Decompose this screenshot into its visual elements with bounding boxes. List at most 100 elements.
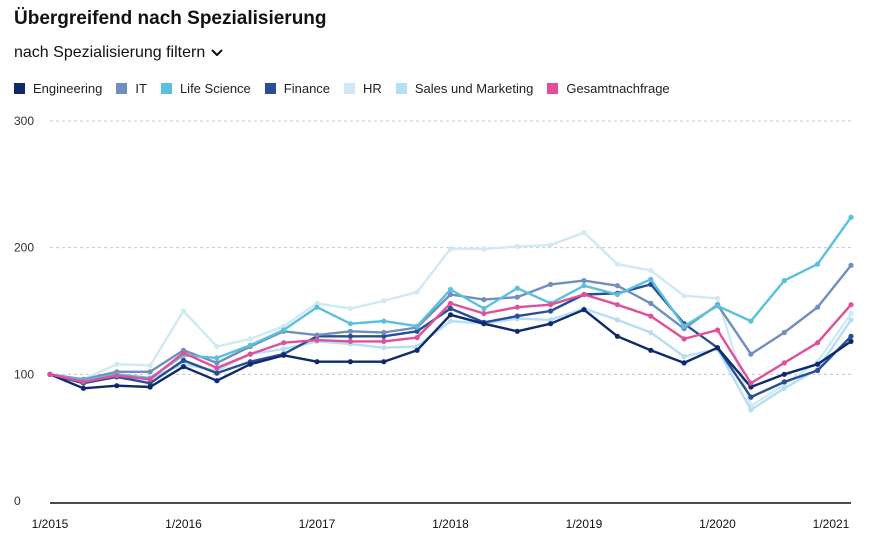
data-point[interactable] xyxy=(347,321,353,327)
specialization-filter-dropdown[interactable]: nach Spezialisierung filtern xyxy=(14,44,223,62)
data-point[interactable] xyxy=(414,335,420,341)
data-point[interactable] xyxy=(781,360,787,366)
data-point[interactable] xyxy=(781,278,787,284)
data-point[interactable] xyxy=(281,340,287,346)
data-point[interactable] xyxy=(648,329,654,336)
data-point[interactable] xyxy=(247,351,253,357)
data-point[interactable] xyxy=(347,338,353,344)
data-point[interactable] xyxy=(381,318,387,324)
data-point[interactable] xyxy=(47,371,53,377)
data-point[interactable] xyxy=(347,333,353,339)
data-point[interactable] xyxy=(314,304,320,310)
data-point[interactable] xyxy=(681,323,687,329)
legend-item-life-science[interactable]: Life Science xyxy=(160,81,251,96)
data-point[interactable] xyxy=(414,323,420,329)
data-point[interactable] xyxy=(514,294,520,300)
data-point[interactable] xyxy=(614,317,621,323)
data-point[interactable] xyxy=(114,373,120,379)
data-point[interactable] xyxy=(347,359,353,365)
data-point[interactable] xyxy=(848,310,854,317)
legend-item-gesamt[interactable]: Gesamtnachfrage xyxy=(547,81,670,96)
data-point[interactable] xyxy=(614,283,621,289)
data-point[interactable] xyxy=(748,351,754,357)
data-point[interactable] xyxy=(848,302,854,308)
data-point[interactable] xyxy=(614,302,621,308)
data-point[interactable] xyxy=(247,336,253,342)
data-point[interactable] xyxy=(214,360,220,366)
data-point[interactable] xyxy=(281,327,287,333)
data-point[interactable] xyxy=(180,308,187,314)
data-point[interactable] xyxy=(314,359,320,365)
data-point[interactable] xyxy=(514,243,520,249)
data-point[interactable] xyxy=(581,307,587,313)
data-point[interactable] xyxy=(815,304,821,310)
data-point[interactable] xyxy=(681,293,687,299)
data-point[interactable] xyxy=(447,291,454,298)
data-point[interactable] xyxy=(381,359,387,365)
data-point[interactable] xyxy=(481,297,487,303)
data-point[interactable] xyxy=(314,332,320,338)
data-point[interactable] xyxy=(748,318,754,324)
data-point[interactable] xyxy=(648,347,654,353)
data-point[interactable] xyxy=(514,313,520,319)
data-point[interactable] xyxy=(748,380,754,386)
data-point[interactable] xyxy=(347,328,353,334)
data-point[interactable] xyxy=(781,379,787,385)
data-point[interactable] xyxy=(481,246,487,252)
data-point[interactable] xyxy=(247,361,253,367)
legend-item-hr[interactable]: HR xyxy=(344,81,382,96)
data-point[interactable] xyxy=(247,342,253,348)
data-point[interactable] xyxy=(214,355,220,361)
data-point[interactable] xyxy=(514,304,520,310)
data-point[interactable] xyxy=(147,380,153,386)
data-point[interactable] xyxy=(381,345,387,351)
data-point[interactable] xyxy=(447,312,454,318)
data-point[interactable] xyxy=(381,329,387,336)
data-point[interactable] xyxy=(481,321,487,327)
data-point[interactable] xyxy=(281,352,287,358)
data-point[interactable] xyxy=(548,281,554,287)
data-point[interactable] xyxy=(147,376,153,382)
data-point[interactable] xyxy=(781,329,787,336)
data-point[interactable] xyxy=(514,285,520,291)
data-point[interactable] xyxy=(714,303,721,309)
legend-item-engineering[interactable]: Engineering xyxy=(14,81,102,96)
data-point[interactable] xyxy=(414,328,420,334)
data-point[interactable] xyxy=(648,267,654,274)
data-point[interactable] xyxy=(114,361,120,367)
data-point[interactable] xyxy=(214,378,220,384)
data-point[interactable] xyxy=(781,371,787,377)
data-point[interactable] xyxy=(381,333,387,339)
data-point[interactable] xyxy=(848,338,854,344)
data-point[interactable] xyxy=(581,229,587,236)
data-point[interactable] xyxy=(848,262,854,268)
data-point[interactable] xyxy=(681,360,687,366)
data-point[interactable] xyxy=(815,261,821,267)
data-point[interactable] xyxy=(447,318,454,324)
data-point[interactable] xyxy=(548,321,554,327)
data-point[interactable] xyxy=(180,350,187,356)
data-point[interactable] xyxy=(714,295,721,301)
data-point[interactable] xyxy=(214,343,220,350)
data-point[interactable] xyxy=(815,367,821,374)
data-point[interactable] xyxy=(848,333,854,339)
data-point[interactable] xyxy=(381,338,387,344)
data-point[interactable] xyxy=(381,298,387,304)
data-point[interactable] xyxy=(147,369,153,375)
legend-item-finance[interactable]: Finance xyxy=(264,81,330,96)
data-point[interactable] xyxy=(514,328,520,334)
data-point[interactable] xyxy=(614,291,621,298)
data-point[interactable] xyxy=(314,300,320,306)
data-point[interactable] xyxy=(714,327,721,333)
data-point[interactable] xyxy=(548,242,554,248)
data-point[interactable] xyxy=(815,340,821,346)
data-point[interactable] xyxy=(347,305,353,312)
data-point[interactable] xyxy=(748,407,754,413)
data-point[interactable] xyxy=(748,394,754,400)
data-point[interactable] xyxy=(114,383,120,389)
data-point[interactable] xyxy=(548,308,554,314)
data-point[interactable] xyxy=(648,276,654,282)
data-point[interactable] xyxy=(648,313,654,319)
data-point[interactable] xyxy=(581,291,587,298)
data-point[interactable] xyxy=(548,317,554,323)
